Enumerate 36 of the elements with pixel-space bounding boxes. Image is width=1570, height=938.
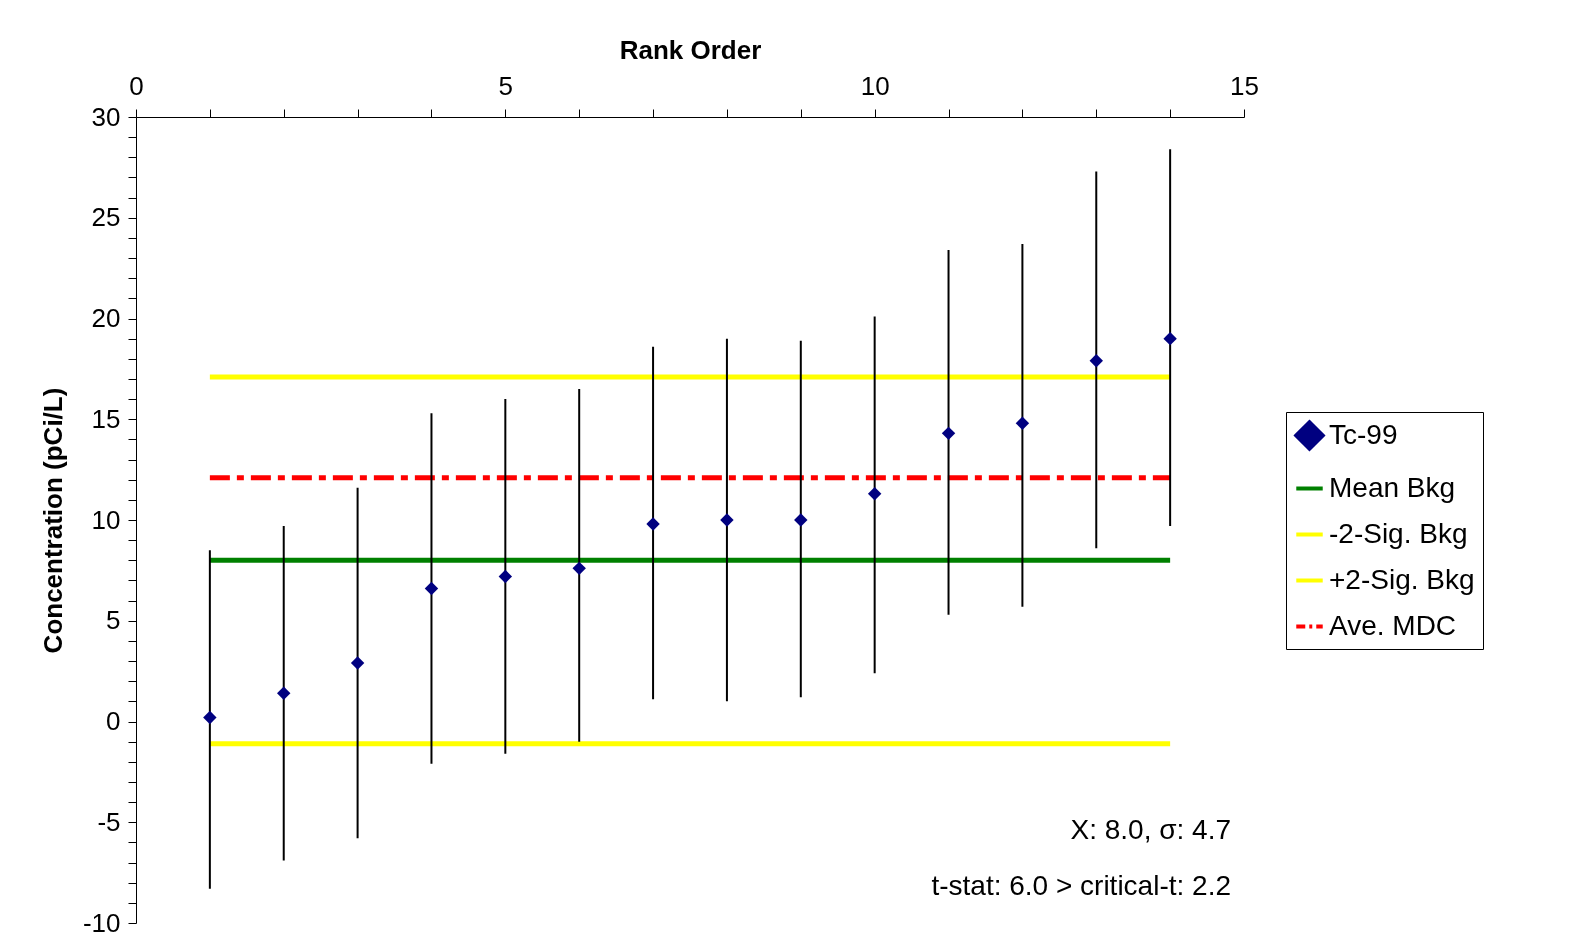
point (277, 686, 291, 700)
y-tick-label: 30 (91, 101, 121, 132)
x-tick-label: 0 (129, 70, 144, 101)
point (1015, 416, 1030, 430)
x-tick-label: 10 (860, 70, 890, 101)
y-tick-label: 20 (91, 303, 121, 333)
x-tick-label: 15 (1230, 70, 1259, 101)
point (350, 656, 365, 670)
legend-label: Ave. MDC (1329, 609, 1457, 641)
point (646, 517, 660, 531)
y-tick-label: 5 (106, 605, 121, 636)
legend-label: +2-Sig. Bkg (1329, 563, 1475, 595)
y-tick-label: -5 (97, 806, 121, 837)
point (1089, 354, 1103, 368)
point (867, 487, 882, 501)
x-tick-label: 5 (498, 70, 514, 101)
point (572, 561, 586, 576)
y-tick-label: 15 (91, 403, 121, 434)
annotation: X: 8.0, σ: 4.7 (1070, 814, 1231, 845)
point (720, 513, 734, 527)
annotation: t-stat: 6.0 > critical-t: 2.2 (931, 870, 1231, 901)
y-tick-label: 10 (91, 504, 121, 535)
legend-label: -2-Sig. Bkg (1329, 517, 1468, 549)
point (794, 513, 808, 527)
legend-label: Mean Bkg (1329, 471, 1456, 503)
legend-label: Tc-99 (1329, 418, 1398, 450)
y-tick-label: 0 (106, 706, 121, 736)
point (203, 710, 217, 725)
point (941, 426, 956, 441)
point (424, 581, 439, 596)
y-tick-label: -10 (82, 907, 121, 938)
point (1163, 331, 1177, 346)
point (498, 569, 513, 584)
y-tick-label: 25 (91, 202, 121, 233)
y-axis-title: Concentration (pCi/L) (37, 387, 68, 654)
x-axis-title: Rank Order (619, 34, 762, 65)
